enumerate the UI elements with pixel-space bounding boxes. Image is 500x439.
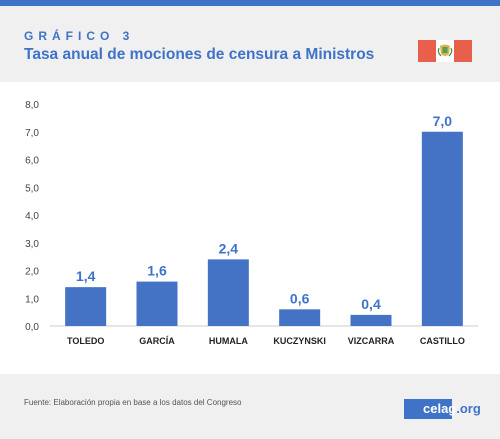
top-accent-bar — [0, 0, 500, 6]
chart-title: Tasa anual de mociones de censura a Mini… — [24, 46, 375, 63]
category-label: CASTILLO — [420, 336, 465, 346]
chart-kicker: GRÁFICO 3 — [24, 29, 135, 43]
bar-garcía — [136, 281, 178, 326]
bar-chart: 0,0 1,0 2,0 3,0 4,0 5,0 6,0 7,0 8,0 1,4 TOLEDO 1,6 G… — [25, 100, 478, 346]
y-tick-label: 3,0 — [25, 239, 39, 250]
peru-flag-icon — [418, 40, 472, 62]
celag-logo-box — [404, 399, 452, 419]
y-tick-label: 6,0 — [25, 156, 39, 167]
y-tick-label: 0,0 — [25, 322, 39, 333]
y-tick-label: 4,0 — [25, 211, 39, 222]
bar-kuczynski — [279, 309, 321, 326]
celag-logo[interactable]: celag.org — [423, 401, 481, 416]
data-label: 2,4 — [219, 240, 239, 256]
data-label: 1,4 — [76, 268, 96, 284]
category-label: GARCÍA — [139, 336, 175, 346]
data-label: 0,6 — [290, 290, 310, 306]
data-label: 7,0 — [433, 113, 453, 129]
logo-part1: celag — [423, 401, 457, 416]
bar-vizcarra — [350, 314, 392, 326]
category-label: TOLEDO — [67, 336, 104, 346]
header: GRÁFICO 3 Tasa anual de mociones de cens… — [0, 6, 500, 82]
y-tick-label: 7,0 — [25, 128, 39, 139]
data-label: 1,6 — [147, 263, 167, 279]
y-tick-label: 1,0 — [25, 294, 39, 305]
y-tick-label: 2,0 — [25, 267, 39, 278]
source-note: Fuente: Elaboración propia en base a los… — [24, 398, 242, 407]
y-tick-label: 5,0 — [25, 183, 39, 194]
category-label: HUMALA — [209, 336, 248, 346]
data-label: 0,4 — [361, 296, 381, 312]
logo-part2: .org — [456, 401, 481, 416]
bar-castillo — [421, 131, 463, 326]
footer: Fuente: Elaboración propia en base a los… — [0, 374, 500, 439]
y-tick-label: 8,0 — [25, 100, 39, 111]
category-label: VIZCARRA — [348, 336, 395, 346]
category-label: KUCZYNSKI — [273, 336, 326, 346]
bar-toledo — [65, 287, 107, 326]
bar-humala — [207, 259, 249, 326]
